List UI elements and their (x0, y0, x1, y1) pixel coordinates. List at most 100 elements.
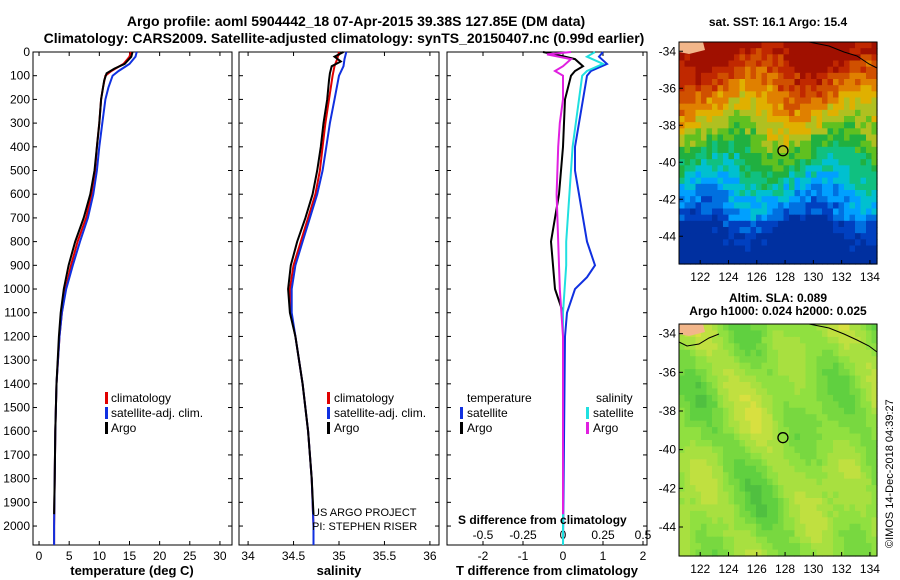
map-cell (756, 394, 763, 402)
map-cell (805, 227, 812, 234)
map-cell (739, 257, 746, 265)
map-cell (849, 478, 856, 486)
map-cell (706, 153, 713, 160)
map-cell (712, 97, 719, 105)
map-cell (690, 362, 697, 370)
map-cell (833, 196, 840, 203)
map-cell (684, 134, 691, 142)
map-cell (789, 171, 796, 179)
map-cell (690, 171, 697, 179)
map-cell (800, 324, 807, 332)
map-cell (734, 401, 741, 409)
map-cell (684, 517, 691, 525)
map-cell (783, 214, 790, 222)
map-cell (706, 165, 713, 173)
map-cell (745, 190, 752, 197)
map-cell (745, 220, 752, 228)
legend-swatch-argo (105, 422, 108, 434)
map-cell (794, 91, 801, 99)
map-cell (866, 140, 873, 148)
map-cell (767, 517, 774, 525)
map-cell (866, 465, 873, 473)
map-cell (816, 498, 823, 506)
map-cell (833, 530, 840, 538)
map-cell (800, 388, 807, 396)
map-cell (756, 85, 763, 92)
map-cell (734, 79, 741, 86)
map-cell (706, 60, 713, 68)
map-cell (717, 171, 724, 179)
map-cell (734, 202, 741, 210)
map-cell (866, 330, 873, 338)
map-cell (728, 153, 735, 160)
map-cell (767, 433, 774, 441)
map-cell (739, 491, 746, 499)
map-cell (778, 72, 785, 80)
map-cell (783, 208, 790, 216)
map-cell (805, 401, 812, 409)
map-cell (723, 498, 730, 506)
map-cell (734, 227, 741, 234)
map-cell (789, 440, 796, 448)
map-cell (844, 190, 851, 197)
map-cell (811, 202, 818, 210)
map-cell (745, 452, 752, 460)
map-cell (712, 330, 719, 338)
map-cell (772, 85, 779, 92)
map-cell (739, 190, 746, 197)
map-cell (860, 349, 867, 357)
map-cell (833, 214, 840, 222)
map-cell (800, 498, 807, 506)
map-cell (772, 388, 779, 396)
map-cell (695, 388, 702, 396)
map-cell (794, 491, 801, 499)
map-cell (750, 128, 757, 136)
map-cell (701, 48, 708, 55)
map-cell (701, 103, 708, 111)
map-cell (701, 196, 708, 203)
map-cell (772, 485, 779, 493)
map-cell (728, 536, 735, 544)
map-cell (811, 257, 818, 265)
map-cell (783, 54, 790, 62)
map-cell (778, 356, 785, 364)
map-cell (827, 407, 834, 415)
map-cell (772, 140, 779, 148)
map-cell (783, 324, 790, 332)
map-cell (816, 183, 823, 191)
map-cell (761, 79, 768, 86)
map-cell (783, 465, 790, 473)
map-cell (679, 382, 686, 390)
map-cell (772, 452, 779, 460)
map-cell (794, 190, 801, 197)
map-cell (866, 91, 873, 99)
map-cell (811, 146, 818, 154)
map-cell (794, 54, 801, 62)
map-cell (800, 472, 807, 480)
map-cell (816, 251, 823, 259)
x-tick-label: 25 (183, 549, 197, 563)
map-cell (805, 116, 812, 123)
map-cell (695, 153, 702, 160)
map-cell (734, 153, 741, 160)
map-cell (866, 220, 873, 228)
map-cell (849, 60, 856, 68)
map-cell (745, 549, 752, 557)
map-cell (750, 165, 757, 173)
map-y-tick-label: -36 (659, 81, 677, 95)
map-cell (772, 330, 779, 338)
map-cell (849, 407, 856, 415)
map-cell (783, 536, 790, 544)
map-cell (822, 543, 829, 551)
map-cell (833, 330, 840, 338)
map-cell (690, 220, 697, 228)
map-cell (772, 362, 779, 370)
map-cell (695, 220, 702, 228)
map-cell (822, 251, 829, 259)
map-cell (778, 134, 785, 142)
map-cell (871, 214, 878, 222)
map-cell (822, 485, 829, 493)
map-cell (756, 523, 763, 531)
map-cell (717, 72, 724, 80)
map-cell (838, 401, 845, 409)
